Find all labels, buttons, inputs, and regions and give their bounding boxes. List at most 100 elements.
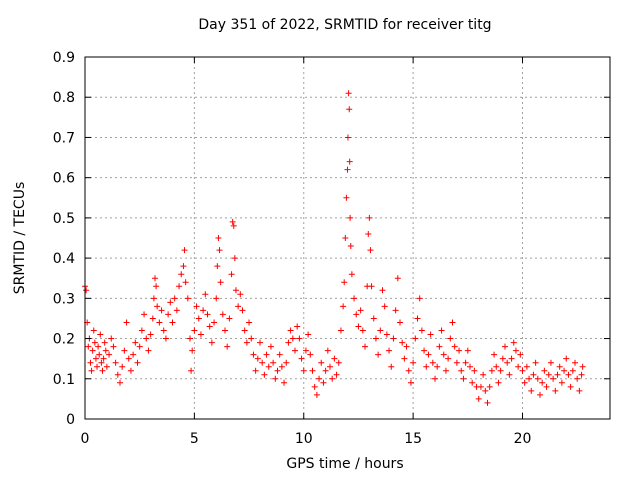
x-tick-label: 10 [295,431,313,447]
data-point [156,319,163,326]
data-point [181,247,188,254]
data-point [165,311,172,318]
data-point [547,359,554,366]
plot-frame [84,56,611,420]
data-point [231,255,238,262]
data-point [462,359,469,366]
data-point [388,363,395,370]
data-point [449,319,456,326]
data-point [97,331,104,338]
data-point [141,311,148,318]
data-point [215,235,222,241]
data-point [305,331,312,338]
data-point [480,371,487,378]
data-point [436,343,443,350]
data-point [488,367,495,374]
data-point [370,315,377,322]
data-point [154,303,161,310]
data-point [83,287,90,294]
data-point [467,363,473,370]
data-point [285,339,292,346]
data-point [130,351,137,358]
data-point [401,355,408,362]
data-point [502,343,508,350]
data-point [344,134,351,141]
data-point [357,307,364,314]
data-point [263,351,270,358]
chart-title: Day 351 of 2022, SRMTID for receiver tit… [198,17,492,33]
data-point [445,355,452,362]
data-point [206,323,213,330]
data-points [82,90,586,406]
data-point [416,295,423,302]
data-point [440,351,447,358]
data-point [541,367,548,374]
x-tick-label: 20 [514,431,532,447]
data-point [200,307,207,314]
y-tick-label: 0.8 [53,90,75,106]
data-point [96,351,103,358]
data-point [235,303,242,310]
data-point [147,331,154,338]
data-point [92,355,99,362]
data-point [127,367,134,374]
y-tick-label: 0.2 [53,332,75,348]
data-point [276,351,283,358]
data-point [167,299,174,306]
data-point [228,271,235,278]
x-tick-label: 15 [404,431,422,447]
data-point [353,311,360,318]
data-point [342,235,349,241]
data-point [341,279,348,286]
data-point [539,379,546,386]
data-point [343,194,350,201]
data-point [316,375,323,382]
data-point [569,367,576,374]
data-point [239,307,246,314]
y-axis-label: SRMTID / TECUs [12,181,28,295]
y-tick-label: 0.6 [53,171,75,187]
data-point [346,106,353,113]
data-point [414,315,421,322]
data-point [213,295,220,302]
data-point [576,387,583,394]
data-point [152,275,158,282]
data-point [100,355,107,362]
data-point [561,367,568,374]
data-point [347,243,354,250]
data-point [162,335,169,342]
data-point [202,291,209,298]
data-point [534,375,541,382]
data-point [117,379,123,386]
data-point [331,355,338,362]
data-point [252,367,259,374]
data-point [578,371,585,378]
data-point [537,391,543,398]
data-point [224,343,231,350]
data-point [180,263,187,270]
data-point [392,307,399,314]
data-point [243,339,250,346]
x-tick-label: 5 [190,431,199,447]
y-tick-label: 0.3 [53,291,75,307]
data-point [429,359,436,366]
data-point [403,343,410,350]
data-point [259,359,266,366]
data-point [506,371,513,378]
data-point [407,379,414,386]
data-point [214,263,221,270]
data-point [99,367,106,374]
data-point [91,339,98,346]
data-point [521,379,528,386]
data-point [160,327,167,334]
data-point [567,383,574,390]
data-point [125,355,132,362]
data-point [333,371,340,378]
data-point [491,351,498,358]
data-point [543,383,550,390]
data-point [427,331,434,338]
data-point [278,363,285,370]
data-point [550,375,557,382]
data-point [351,295,358,302]
